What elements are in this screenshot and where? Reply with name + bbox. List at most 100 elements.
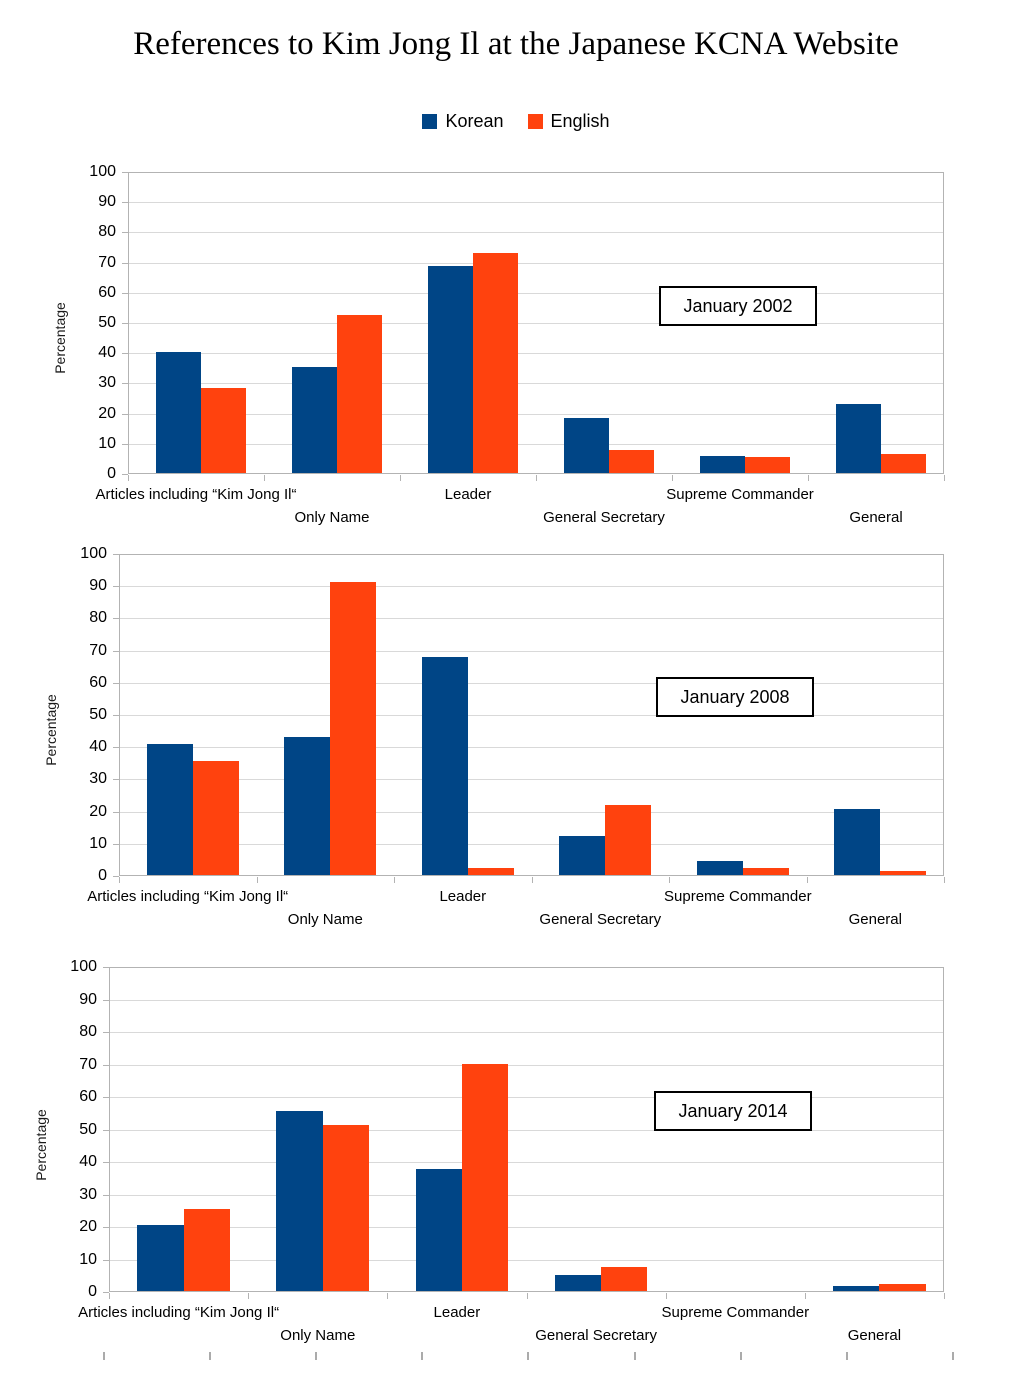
category-label-articles-including-kim-jong-il: Articles including “Kim Jong Il“ bbox=[87, 888, 289, 905]
x-tick-mark-4 bbox=[666, 1293, 667, 1299]
gridline-90 bbox=[129, 202, 943, 204]
y-tick-mark-80 bbox=[122, 232, 128, 234]
x-tick-mark-0 bbox=[119, 877, 120, 883]
bar-korean-general bbox=[835, 404, 881, 473]
x-tick-mark-0 bbox=[109, 1293, 110, 1299]
gridline-30 bbox=[120, 779, 943, 781]
gridline-50 bbox=[129, 323, 943, 324]
legend: Korean English bbox=[0, 111, 1032, 132]
y-tick-mark-60 bbox=[122, 292, 128, 294]
gridline-50 bbox=[110, 1129, 943, 1131]
legend-item-korean: Korean bbox=[422, 111, 504, 132]
x-tick-mark-5 bbox=[807, 877, 808, 883]
y-tick-label-20: 20 bbox=[98, 404, 116, 422]
y-tick-mark-30 bbox=[103, 1194, 109, 1196]
category-label-only-name: Only Name bbox=[287, 911, 363, 928]
y-tick-label-70: 70 bbox=[89, 641, 107, 659]
bar-english-general bbox=[881, 453, 927, 473]
y-tick-label-100: 100 bbox=[70, 958, 97, 975]
y-tick-label-20: 20 bbox=[89, 802, 107, 820]
y-tick-mark-0 bbox=[113, 876, 119, 877]
x-tick-mark-6 bbox=[944, 877, 945, 883]
bar-korean-general-secretary bbox=[559, 835, 606, 875]
x-tick-mark-6 bbox=[944, 1293, 945, 1299]
y-tick-mark-30 bbox=[122, 383, 128, 385]
y-tick-label-0: 0 bbox=[98, 867, 107, 884]
y-tick-mark-10 bbox=[103, 1259, 109, 1261]
bar-korean-leader bbox=[427, 266, 473, 473]
gridline-40 bbox=[120, 747, 943, 749]
y-tick-label-10: 10 bbox=[98, 434, 116, 452]
bar-korean-leader bbox=[421, 656, 468, 875]
bar-korean-only-name bbox=[291, 367, 337, 473]
y-tick-label-50: 50 bbox=[89, 706, 107, 723]
y-tick-mark-90 bbox=[113, 586, 119, 588]
y-tick-label-40: 40 bbox=[98, 344, 116, 362]
y-tick-label-40: 40 bbox=[89, 738, 107, 756]
y-tick-mark-70 bbox=[122, 262, 128, 264]
period-label-january-2008: January 2008 bbox=[656, 677, 814, 717]
y-tick-label-70: 70 bbox=[79, 1055, 97, 1073]
y-tick-label-90: 90 bbox=[98, 193, 116, 211]
bar-english-articles-including-kim-jong-il bbox=[183, 1209, 230, 1291]
gridline-30 bbox=[129, 383, 943, 385]
category-label-only-name: Only Name bbox=[280, 1327, 356, 1344]
korean-series-swatch-icon bbox=[422, 114, 438, 129]
y-tick-mark-40 bbox=[122, 353, 128, 355]
y-tick-mark-100 bbox=[103, 967, 109, 968]
gridline-20 bbox=[129, 413, 943, 415]
x-tick-mark-3 bbox=[527, 1293, 528, 1299]
y-tick-label-30: 30 bbox=[89, 770, 107, 788]
bar-english-general-secretary bbox=[605, 804, 652, 875]
x-tick-mark-6 bbox=[944, 475, 945, 481]
bar-english-supreme-commander bbox=[742, 868, 789, 875]
plot-area-january-2014 bbox=[109, 967, 944, 1292]
y-tick-mark-70 bbox=[113, 650, 119, 652]
y-tick-mark-0 bbox=[103, 1292, 109, 1293]
bar-english-only-name bbox=[337, 315, 383, 473]
gridline-30 bbox=[110, 1194, 943, 1196]
x-tick-mark-3 bbox=[536, 475, 537, 481]
category-label-general: General bbox=[848, 911, 902, 928]
category-label-leader: Leader bbox=[439, 888, 487, 905]
category-label-general-secretary: General Secretary bbox=[535, 1327, 657, 1344]
y-tick-label-80: 80 bbox=[98, 223, 116, 241]
category-label-leader: Leader bbox=[444, 486, 492, 503]
bar-korean-articles-including-kim-jong-il bbox=[137, 1224, 184, 1291]
y-tick-label-100: 100 bbox=[80, 545, 107, 562]
y-tick-mark-50 bbox=[103, 1129, 109, 1131]
bar-english-articles-including-kim-jong-il bbox=[201, 388, 247, 473]
x-tick-mark-0 bbox=[128, 475, 129, 481]
bar-korean-articles-including-kim-jong-il bbox=[146, 743, 193, 875]
cutoff-tick-3 bbox=[421, 1352, 423, 1360]
category-label-leader: Leader bbox=[433, 1304, 481, 1321]
x-tick-mark-5 bbox=[805, 1293, 806, 1299]
y-tick-label-60: 60 bbox=[89, 673, 107, 691]
bar-english-leader bbox=[461, 1063, 509, 1291]
bar-korean-only-name bbox=[276, 1111, 323, 1291]
y-tick-mark-60 bbox=[103, 1097, 109, 1098]
x-tick-mark-1 bbox=[257, 877, 258, 883]
y-tick-label-60: 60 bbox=[79, 1088, 97, 1105]
x-tick-mark-4 bbox=[672, 475, 673, 481]
y-tick-label-30: 30 bbox=[79, 1185, 97, 1203]
page-title: References to Kim Jong Il at the Japanes… bbox=[133, 26, 899, 62]
y-tick-label-80: 80 bbox=[79, 1023, 97, 1040]
gridline-70 bbox=[129, 262, 943, 264]
bar-korean-general bbox=[834, 809, 881, 875]
bar-english-general bbox=[880, 871, 927, 875]
y-tick-mark-50 bbox=[122, 323, 128, 324]
y-tick-label-40: 40 bbox=[79, 1153, 97, 1170]
y-tick-mark-30 bbox=[113, 779, 119, 781]
y-tick-mark-80 bbox=[103, 1032, 109, 1033]
y-tick-mark-20 bbox=[103, 1227, 109, 1228]
y-axis-title-january-2002: Percentage bbox=[52, 302, 68, 374]
gridline-80 bbox=[120, 618, 943, 620]
cutoff-tick-0 bbox=[103, 1352, 105, 1360]
bar-korean-leader bbox=[415, 1169, 462, 1291]
plot-area-january-2008 bbox=[119, 554, 944, 876]
y-tick-label-20: 20 bbox=[79, 1218, 97, 1235]
y-tick-label-60: 60 bbox=[98, 283, 116, 301]
gridline-20 bbox=[110, 1227, 943, 1228]
y-tick-mark-10 bbox=[113, 843, 119, 845]
